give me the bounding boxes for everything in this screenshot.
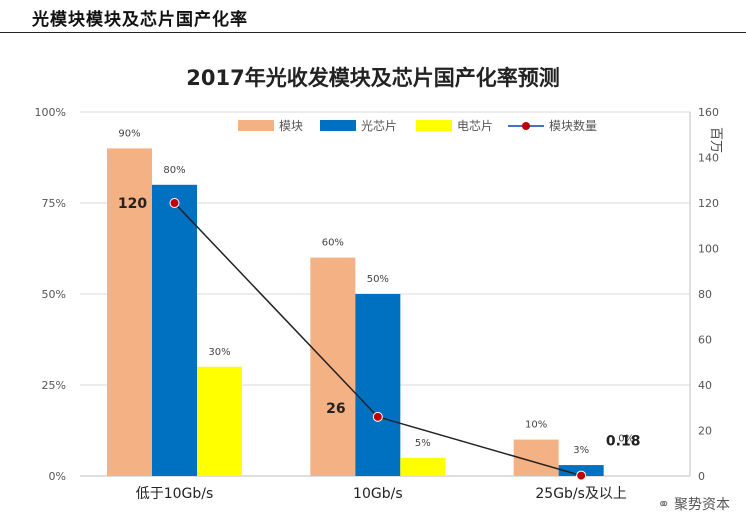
y-left-tick-label: 75% — [42, 197, 66, 210]
y-left-tick-label: 25% — [42, 379, 66, 392]
y-right-tick-label: 0 — [698, 470, 705, 483]
bar-data-label: 0% — [618, 434, 634, 445]
y-left-tick-label: 100% — [35, 106, 66, 119]
bar-光芯片 — [558, 465, 604, 476]
bar-电芯片 — [400, 457, 446, 476]
x-category-label: 低于10Gb/s — [136, 486, 214, 502]
y-right-tick-label: 20 — [698, 425, 712, 438]
y-right-unit-label: 百万 — [708, 127, 723, 153]
legend-label: 模块数量 — [549, 118, 597, 133]
legend-label: 模块 — [279, 119, 303, 133]
bar-光芯片 — [355, 294, 401, 476]
line-data-label: 0.18 — [606, 434, 641, 450]
x-category-label: 10Gb/s — [353, 486, 403, 502]
wechat-icon: ⚭ — [657, 495, 670, 513]
bar-模块 — [107, 148, 152, 476]
header-divider — [0, 32, 746, 33]
line-marker — [169, 198, 180, 208]
bar-data-label: 10% — [525, 420, 547, 431]
legend-marker — [522, 122, 530, 130]
y-right-tick-label: 140 — [698, 152, 719, 165]
legend-swatch — [416, 120, 452, 131]
legend-label: 光芯片 — [361, 119, 397, 133]
y-right-tick-label: 80 — [698, 288, 712, 301]
bar-data-label: 90% — [118, 128, 140, 139]
y-right-tick-label: 100 — [698, 243, 719, 256]
y-left-tick-label: 50% — [42, 288, 66, 301]
y-right-tick-label: 120 — [698, 197, 719, 210]
line-marker — [576, 470, 587, 481]
line-marker — [372, 411, 383, 422]
y-right-tick-label: 40 — [698, 379, 712, 392]
y-right-tick-label: 160 — [698, 106, 719, 119]
legend-swatch — [238, 120, 274, 131]
y-left-tick-label: 0% — [49, 470, 66, 483]
bar-data-label: 5% — [415, 438, 431, 449]
line-data-label: 120 — [118, 196, 147, 212]
bar-模块 — [310, 257, 356, 476]
legend-swatch — [320, 120, 356, 131]
bar-data-label: 30% — [208, 347, 230, 358]
bar-data-label: 3% — [573, 445, 589, 456]
y-right-tick-label: 60 — [698, 334, 712, 347]
line-data-label: 26 — [326, 401, 345, 417]
bar-data-label: 80% — [163, 165, 185, 176]
bar-data-label: 60% — [322, 238, 344, 249]
legend-label: 电芯片 — [457, 119, 493, 133]
watermark-text: 聚势资本 — [674, 497, 730, 513]
bar-电芯片 — [197, 366, 242, 476]
x-category-label: 25Gb/s及以上 — [535, 486, 627, 502]
bar-光芯片 — [152, 184, 197, 477]
watermark: ⚭ 聚势资本 — [657, 494, 730, 514]
bar-data-label: 50% — [367, 274, 389, 285]
chart-title: 2017年光收发模块及芯片国产化率预测 — [186, 66, 560, 90]
page-header-title: 光模块模块及芯片国产化率 — [32, 10, 248, 30]
